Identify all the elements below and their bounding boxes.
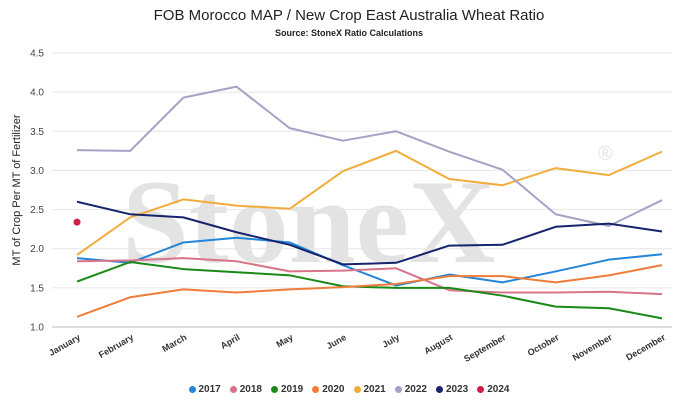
legend-item-2024[interactable]: 2024 [477, 384, 510, 395]
legend-label: 2020 [322, 384, 345, 395]
series-line-2018 [76, 257, 663, 296]
legend-label: 2022 [404, 384, 427, 395]
y-tick-label: 4.5 [30, 49, 44, 60]
legend-label: 2024 [487, 384, 510, 395]
x-tick-label: May [275, 332, 295, 349]
y-tick-label: 4.0 [30, 88, 44, 99]
legend-marker-icon [188, 386, 196, 393]
series-line-2023 [76, 200, 663, 266]
x-tick-label: January [47, 332, 82, 358]
series-lines [73, 85, 663, 320]
y-tick-label: 3.5 [30, 127, 44, 138]
y-tick-label: 2.5 [30, 205, 44, 216]
legend-label: 2018 [239, 384, 262, 395]
x-tick-label: July [380, 332, 401, 350]
line-chart: StoneX ® 1.0 1.5 2.0 2.5 3.0 3.5 4.0 4.5 Januar… [11, 49, 672, 364]
legend-item-2023[interactable]: 2023 [436, 384, 468, 395]
x-tick-label: March [160, 332, 188, 354]
x-tick-label: August [422, 332, 454, 356]
legend-label: 2023 [446, 384, 469, 395]
x-tick-label: June [325, 332, 348, 351]
y-tick-label: 1.0 [30, 323, 44, 334]
series-point-2024 [73, 218, 81, 226]
x-tick-label: October [526, 332, 561, 358]
legend-label: 2019 [281, 384, 304, 395]
legend-item-2020[interactable]: 2020 [312, 384, 345, 395]
x-tick-label: November [571, 332, 615, 363]
x-tick-label: February [97, 332, 135, 360]
y-tick-label: 2.0 [30, 244, 44, 255]
legend-label: 2017 [198, 384, 221, 395]
legend-label: 2021 [363, 384, 386, 395]
series-line-2021 [76, 149, 663, 256]
legend-item-2018[interactable]: 2018 [229, 384, 262, 395]
x-tick-label: September [462, 332, 508, 364]
watermark-text: StoneX [122, 155, 495, 288]
y-tick-label: 1.5 [30, 283, 44, 294]
series-line-2017 [76, 236, 663, 287]
legend-marker-icon [394, 386, 402, 393]
y-axis-title: MT of Crop Per MT of Fertilizer [11, 114, 23, 266]
chart-title: FOB Morocco MAP / New Crop East Australi… [153, 7, 545, 24]
x-axis-ticks: January February March April May June July Augu… [47, 332, 667, 364]
legend-item-2017[interactable]: 2017 [188, 384, 221, 395]
y-tick-label: 3.0 [30, 166, 44, 177]
chart-subtitle: Source: StoneX Ratio Calculations [274, 28, 424, 38]
legend-marker-icon [436, 386, 443, 393]
x-tick-label: April [219, 332, 242, 351]
legend-item-2021[interactable]: 2021 [353, 384, 386, 395]
x-tick-label: December [624, 332, 667, 363]
legend-marker-icon [353, 386, 361, 393]
series-line-2022 [76, 85, 663, 228]
series-line-2020 [76, 264, 663, 318]
legend-item-2022[interactable]: 2022 [394, 384, 427, 395]
legend-marker-icon [229, 386, 237, 393]
watermark: StoneX ® [122, 143, 613, 288]
watermark-registered-mark: ® [598, 143, 613, 165]
legend-marker-icon [271, 386, 278, 393]
legend-marker-icon [312, 386, 320, 393]
chart-legend: 2017 2018 2019 2020 2021 2022 2023 2024 [0, 384, 698, 395]
legend-item-2019[interactable]: 2019 [271, 384, 303, 395]
y-axis-ticks: 1.0 1.5 2.0 2.5 3.0 3.5 4.0 4.5 [30, 49, 44, 334]
series-line-2019 [76, 261, 663, 320]
legend-marker-icon [477, 386, 485, 393]
